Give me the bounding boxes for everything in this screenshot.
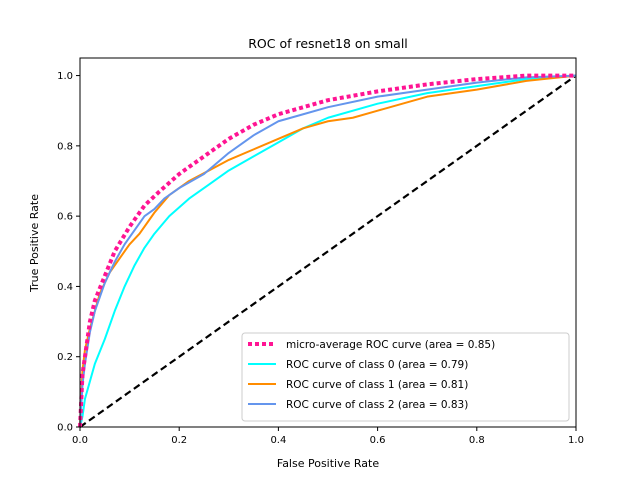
y-tick-label: 0.6 <box>57 212 73 223</box>
x-axis-label: False Positive Rate <box>277 457 379 470</box>
series-line-micro-average <box>78 73 576 428</box>
y-tick-label: 0.0 <box>57 423 73 434</box>
y-axis-label: True Positive Rate <box>28 194 41 293</box>
series-line-class-0 <box>79 74 577 428</box>
x-tick-label: 0.0 <box>72 435 88 446</box>
x-axis-ticks: 0.0 0.2 0.4 0.6 0.8 1.0 <box>72 427 584 446</box>
legend: micro-average ROC curve (area = 0.85) ROC… <box>241 332 570 422</box>
legend-box <box>241 332 570 422</box>
y-tick-label: 0.4 <box>57 282 73 293</box>
plot-frame <box>79 57 577 428</box>
legend-label: ROC curve of class 2 (area = 0.83) <box>286 399 468 411</box>
y-axis-ticks: 0.0 0.2 0.4 0.6 0.8 1.0 <box>57 71 80 434</box>
series-line-class-2 <box>79 74 577 428</box>
x-tick-label: 0.2 <box>171 435 187 446</box>
y-tick-label: 0.8 <box>57 141 73 152</box>
x-tick-label: 0.8 <box>469 435 485 446</box>
legend-label: micro-average ROC curve (area = 0.85) <box>286 339 495 351</box>
x-tick-label: 0.4 <box>270 435 286 446</box>
y-tick-label: 0.2 <box>57 352 73 363</box>
legend-label: ROC curve of class 0 (area = 0.79) <box>286 359 468 371</box>
x-tick-label: 0.6 <box>370 435 386 446</box>
chart-title: ROC of resnet18 on small <box>248 36 408 51</box>
curves-layer <box>78 73 577 428</box>
legend-label: ROC curve of class 1 (area = 0.81) <box>286 379 468 391</box>
y-tick-label: 1.0 <box>57 71 73 82</box>
chance-diagonal-line <box>79 74 577 428</box>
x-tick-label: 1.0 <box>568 435 584 446</box>
